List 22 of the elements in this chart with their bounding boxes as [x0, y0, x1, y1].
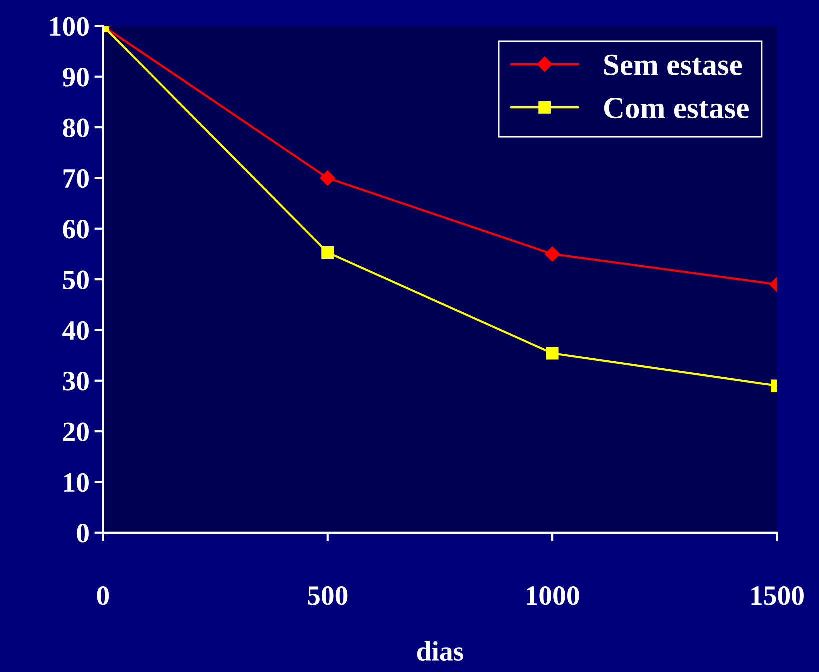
y-tick-label: 20 — [63, 422, 89, 442]
x-tick-label: 500 — [308, 586, 348, 606]
x-tick-label: 0 — [97, 586, 110, 606]
y-tick-label: 80 — [63, 118, 89, 138]
y-tick-label: 0 — [77, 524, 89, 543]
x-tick-label: 1500 — [752, 586, 804, 606]
y-tick-label: 100 — [50, 17, 89, 36]
y-tick-label: 90 — [62, 68, 89, 87]
point — [320, 170, 336, 186]
y-tick-label: 70 — [64, 169, 89, 188]
point — [322, 246, 334, 259]
point — [546, 347, 559, 360]
y-tick-label: 40 — [62, 321, 89, 340]
legend-label: Com estase — [604, 98, 749, 119]
point — [544, 246, 560, 262]
y-tick-label: 10 — [64, 473, 89, 492]
x-axis-title: dias — [417, 641, 464, 661]
y-tick-label: 60 — [63, 220, 89, 239]
y-tick-label: 50 — [63, 270, 89, 290]
legend-label: Sem estase — [604, 54, 742, 76]
y-tick-label: 30 — [63, 372, 89, 391]
x-tick-label: 1000 — [527, 586, 580, 606]
